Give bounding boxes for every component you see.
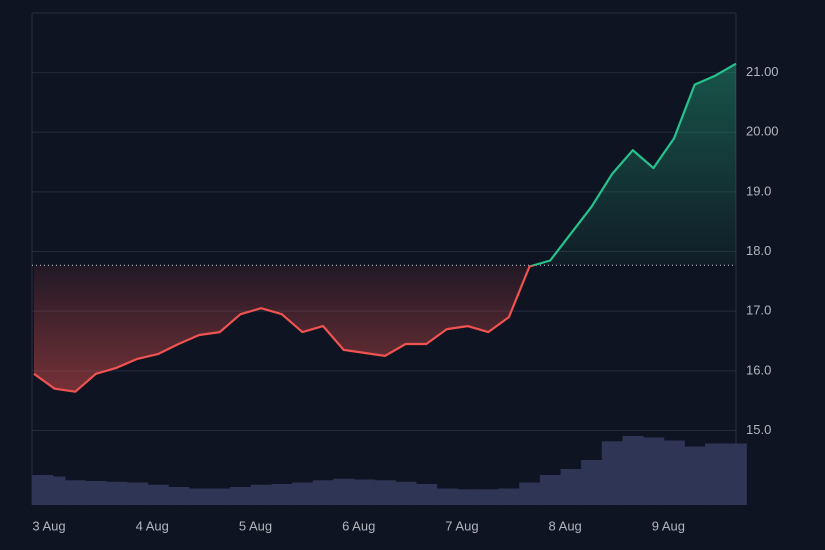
volume-bar (333, 478, 355, 505)
volume-bar (415, 484, 438, 505)
y-tick-label: 17.0 (746, 303, 771, 318)
volume-bar (64, 480, 87, 505)
volume-bar (581, 460, 603, 505)
y-tick-label: 20.00 (746, 124, 779, 139)
volume-bar (622, 436, 644, 505)
volume-bar (106, 481, 128, 505)
volume-bar (188, 488, 210, 505)
x-tick-label: 9 Aug (652, 518, 685, 533)
volume-bar (44, 476, 66, 505)
price-line (33, 62, 737, 393)
x-tick-label: 5 Aug (239, 518, 272, 533)
y-tick-label: 16.0 (746, 362, 771, 377)
volume-bar (230, 487, 252, 505)
x-tick-label: 7 Aug (445, 518, 478, 533)
volume-bar (457, 489, 479, 505)
y-tick-label: 19.0 (746, 183, 771, 198)
baseline-area-fill (34, 63, 736, 392)
volume-bar (312, 480, 334, 505)
volume-bar (519, 482, 541, 505)
volume-bar (601, 441, 623, 505)
volume-bar (560, 469, 582, 505)
volume-bar (395, 481, 417, 505)
volume-bar (705, 443, 727, 505)
volume-bar (250, 484, 272, 505)
volume-bar (292, 482, 314, 505)
volume-bar (209, 488, 231, 505)
volume-bar (684, 446, 706, 505)
volume-bar (271, 484, 293, 505)
x-tick-label: 6 Aug (342, 518, 375, 533)
volume-bar (374, 480, 396, 505)
volume-bar (168, 487, 190, 505)
volume-bar (354, 479, 376, 505)
x-tick-label: 4 Aug (136, 518, 169, 533)
volume-bar (663, 440, 685, 505)
volume-bar (725, 443, 747, 505)
x-tick-label: 3 Aug (32, 518, 65, 533)
volume-bar (477, 489, 500, 505)
volume-bar (126, 482, 149, 505)
y-tick-label: 21.00 (746, 64, 779, 79)
volume-bar (643, 437, 665, 505)
y-tick-label: 15.0 (746, 422, 771, 437)
volume-bar (85, 481, 107, 505)
volume-bar (498, 488, 520, 505)
x-tick-label: 8 Aug (549, 518, 582, 533)
volume-bar (436, 488, 458, 505)
volume-bar (539, 475, 561, 505)
y-tick-label: 18.0 (746, 243, 771, 258)
volume-bar (147, 484, 169, 505)
